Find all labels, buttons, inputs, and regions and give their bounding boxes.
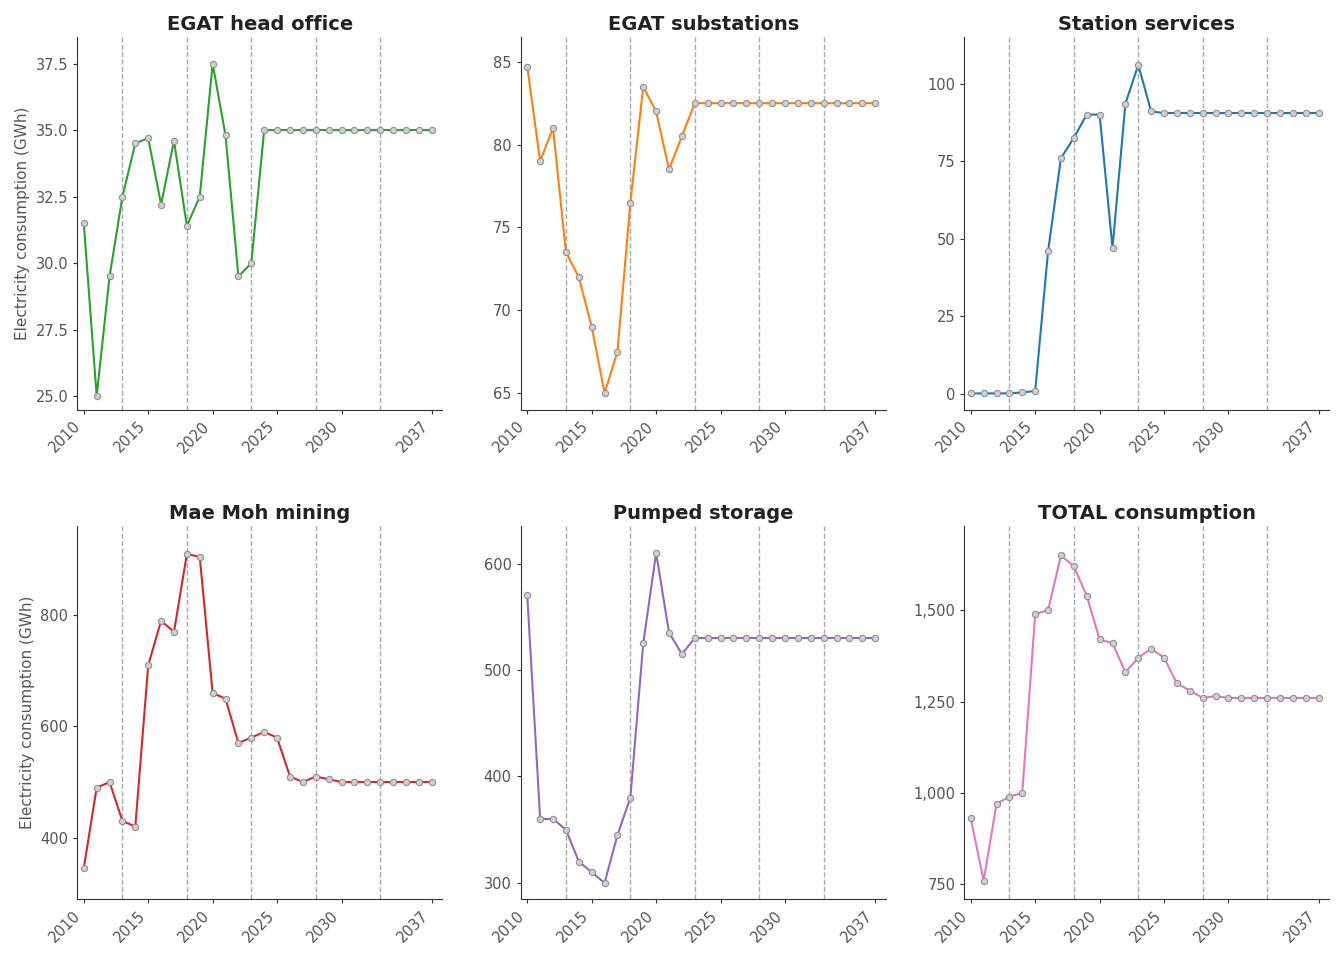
Title: EGAT substations: EGAT substations [607,15,798,34]
Title: Station services: Station services [1058,15,1235,34]
Y-axis label: Electricity consumption (GWh): Electricity consumption (GWh) [15,107,30,340]
Title: EGAT head office: EGAT head office [167,15,353,34]
Y-axis label: Electricity consumption (GWh): Electricity consumption (GWh) [20,596,35,829]
Title: Pumped storage: Pumped storage [613,504,793,523]
Title: TOTAL consumption: TOTAL consumption [1038,504,1255,523]
Title: Mae Moh mining: Mae Moh mining [169,504,351,523]
